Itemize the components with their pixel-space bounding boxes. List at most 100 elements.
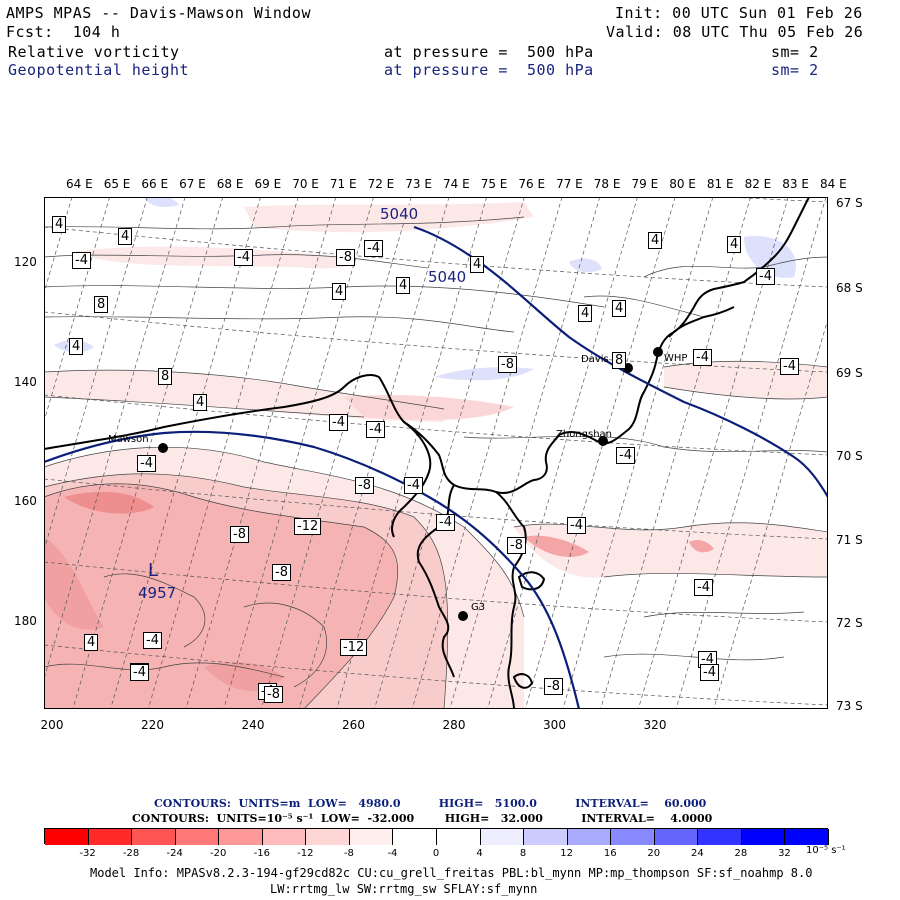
colorbar-cell [698,829,742,845]
station-name: Davis [581,354,609,365]
colorbar-cell [524,829,568,845]
colorbar-tick-label: -20 [210,848,227,859]
field2-name: Geopotential height [8,61,190,79]
vorticity-contour-label: -4 [143,632,162,649]
field2-level: at pressure = 500 hPa [384,61,594,79]
field2-smoothing: sm= 2 [771,61,819,79]
vorticity-contour-label: -4 [364,240,383,257]
vorticity-contour-label: -8 [355,477,374,494]
init-time: Init: 00 UTC Sun 01 Feb 26 [615,4,863,22]
colorbar-tick-label: 8 [519,848,527,859]
station-name: Zhongshan [556,429,613,440]
colorbar-tick-label: -8 [343,848,354,859]
colorbar-cell [393,829,437,845]
vorticity-contour-label: -4 [694,579,713,596]
meridian-line [600,197,751,709]
vorticity-contour-label: 4 [332,283,347,300]
colorbar-tick-label: 20 [647,848,661,859]
colorbar-cell [45,829,89,845]
colorbar-cell [262,829,307,845]
colorbar-cell [611,829,655,845]
vorticity-contour-label: 8 [94,296,109,313]
vorticity-contour-label: 4 [612,300,627,317]
vorticity-contour-label: -4 [72,252,91,269]
colorbar-cell [219,829,263,845]
vorticity-contour-label: -4 [234,249,253,266]
colorbar-tick-label: -12 [297,848,314,859]
parallel-line [44,226,828,288]
station-name: G3 [471,602,486,613]
vorticity-contour-label: 4 [470,256,485,273]
longitude-label: 65 E [103,177,131,191]
field1-smoothing: sm= 2 [771,43,819,61]
y-tick-label: 120 [14,255,37,269]
vorticity-contour-label: -4 [404,477,423,494]
colorbar-tick-label: 12 [560,848,574,859]
colorbar-tick-label: 16 [603,848,617,859]
meridian-line [374,197,525,709]
longitude-label: 81 E [706,177,734,191]
vorticity-contour-label: -8 [272,564,291,581]
latitude-label: 67 S [836,196,863,210]
longitude-label: 70 E [292,177,319,191]
longitude-label: 79 E [631,177,659,191]
longitude-label: 69 E [254,177,282,191]
latitude-label: 73 S [836,699,863,713]
vorticity-contour-label: -4 [756,268,775,285]
latitude-label: 71 S [836,533,863,547]
longitude-label: 77 E [556,177,583,191]
longitude-label: 71 E [329,177,357,191]
colorbar-tick-label: -32 [79,848,96,859]
meridian-line [411,197,563,709]
vorticity-contour-label: -12 [294,518,322,535]
x-tick-label: 280 [442,718,466,732]
x-tick-label: 320 [643,718,667,732]
positive-vorticity-shading [54,197,796,381]
vorticity-contour-label: 8 [612,352,627,369]
forecast-hour: Fcst: 104 h [6,23,121,41]
meridian-line [637,197,789,709]
vorticity-contour-label: 4 [84,634,99,651]
meridian-line [298,197,450,709]
y-tick-label: 140 [14,375,37,389]
vorticity-contour-label: -8 [264,686,283,703]
vorticity-contour-label: -8 [544,678,563,695]
longitude-label: 73 E [405,177,432,191]
vorticity-contour-label: -4 [700,664,719,681]
height-contour-label: 5040 [380,205,419,223]
longitude-label: 68 E [216,177,244,191]
station-marker [458,611,468,621]
vorticity-contours [44,216,828,709]
vorticity-contour-label: -8 [230,526,249,543]
x-tick-label: 300 [543,718,566,732]
parallel-line [44,561,828,623]
longitude-label: 64 E [66,177,93,191]
colorbar-cell [88,829,133,845]
vorticity-contour-label: -8 [498,356,517,373]
colorbar [44,828,829,845]
vorticity-contour-info: CONTOURS: UNITS=10⁻⁵ s⁻¹ LOW= -32.000 HI… [132,812,713,825]
vorticity-contour-label: -4 [567,517,586,534]
meridian-line [223,197,374,709]
latitude-label: 69 S [836,366,863,380]
meridian-line [524,197,676,709]
parallel-line [44,644,828,706]
model-info-line2: LW:rrtmg_lw SW:rrtmg_sw SFLAY:sf_mynn [270,882,538,896]
colorbar-tick-label: 32 [778,848,791,859]
meridian-line [336,197,488,709]
latitude-label: 70 S [836,449,863,463]
station-marker [158,443,168,453]
vorticity-contour-label: 4 [396,277,411,294]
vorticity-contour-label: -4 [698,651,717,668]
valid-time: Valid: 08 UTC Thu 05 Feb 26 [606,23,864,41]
station-name: Mawson [108,434,149,445]
colorbar-tick-label: 0 [432,848,440,859]
vorticity-contour-label: 4 [648,232,663,249]
height-contour-label: 5040 [428,268,467,286]
colorbar-tick-label: -4 [387,848,398,859]
longitude-label: 80 E [669,177,696,191]
colorbar-cell [567,829,612,845]
vorticity-contour-label: -8 [507,537,526,554]
parallel-line [44,394,828,456]
